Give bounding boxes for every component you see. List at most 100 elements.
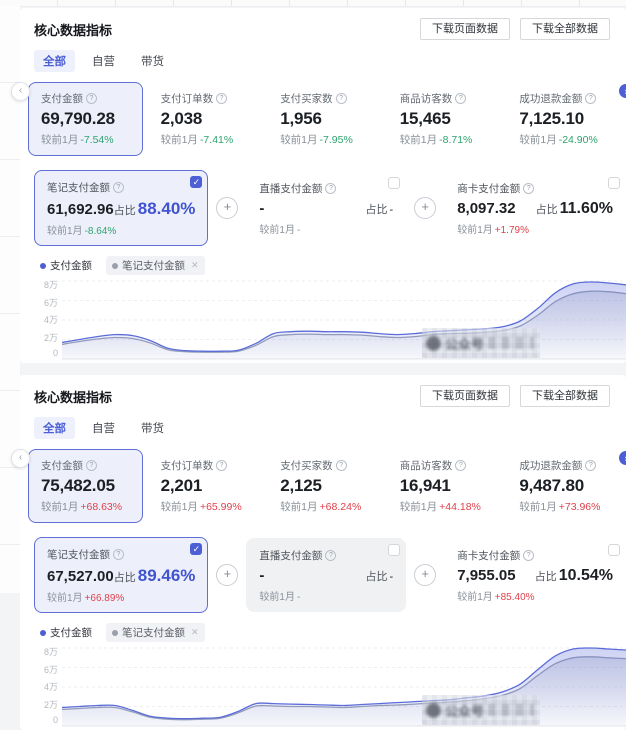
metric-value: 2,125 [280,476,322,495]
change-value: - [296,592,301,603]
info-icon[interactable]: ? [585,460,597,471]
chart-plot-area[interactable]: 公众号 [62,644,626,728]
subcard-note-payment[interactable]: ✓ 笔记支付金额? 61,692.96 占比 88.40% 较前1月 -8.64% [34,170,209,246]
ratio-label: 占比 [365,571,388,583]
metric-card-product-visitors[interactable]: 商品访客数? 16,941 较前1月 +44.18% [387,449,502,523]
info-icon[interactable]: ? [86,460,97,471]
carousel-next-button[interactable]: › [619,84,626,98]
compare-prefix: 较前1月 [399,501,438,513]
subcard-product-card-payment[interactable]: 商卡支付金额? 8,097.32 占比 11.60% 较前1月 +1.79% [444,171,626,245]
checkbox-checked-icon[interactable]: ✓ [190,543,203,555]
close-icon[interactable]: ✕ [191,627,199,637]
info-icon[interactable]: ? [325,550,337,561]
subcard-label: 商卡支付金额 [457,550,521,562]
metric-card-product-visitors[interactable]: 商品访客数? 15,465 较前1月 -8.71% [387,82,502,156]
ratio-label: 占比 [534,571,557,583]
subcard-label: 笔记支付金额 [47,549,110,561]
metric-value: 69,790.28 [41,109,115,128]
checkbox-unchecked-icon[interactable] [608,177,620,189]
info-icon[interactable]: ? [585,93,597,104]
metric-card-refund-amount[interactable]: 成功退款金额? 7,125.10 较前1月 -24.90% [506,82,621,156]
metric-card-refund-amount[interactable]: 成功退款金额? 9,487.80 较前1月 +73.96% [506,449,621,523]
legend-item-payment-amount[interactable]: 支付金额 [34,256,98,275]
subcard-value: 61,692.96 [47,201,114,218]
checkbox-unchecked-icon[interactable] [388,544,401,556]
subcard-note-payment[interactable]: ✓ 笔记支付金额? 67,527.00 占比 89.46% 较前1月 +66.89% [34,537,209,613]
ratio-label: 占比 [113,572,136,584]
watermark-logo-icon [426,335,441,351]
info-icon[interactable]: ? [455,93,467,104]
compare-prefix: 较前1月 [519,134,557,146]
subcard-label: 直播支付金额 [259,550,323,562]
info-icon[interactable]: ? [335,460,347,471]
legend-label: 支付金额 [50,260,92,272]
info-icon[interactable]: ? [216,93,228,104]
close-icon[interactable]: ✕ [191,260,199,270]
tab-self-operated[interactable]: 自营 [92,56,115,68]
subcard-live-payment[interactable]: 直播支付金额? - 占比 - 较前1月 - [246,171,406,245]
tab-all[interactable]: 全部 [34,50,75,72]
metric-label: 支付金额 [41,93,83,105]
legend-label: 笔记支付金额 [122,260,185,272]
subcard-product-card-payment[interactable]: 商卡支付金额? 7,955.05 占比 10.54% 较前1月 +85.40% [444,538,626,612]
download-all-data-button[interactable]: 下载全部数据 [520,18,610,40]
download-page-data-button[interactable]: 下载页面数据 [420,385,510,407]
info-icon[interactable]: ? [113,549,124,560]
subcard-live-payment[interactable]: 直播支付金额? - 占比 - 较前1月 - [246,538,407,612]
info-icon[interactable]: ? [325,183,337,194]
metric-card-payment-amount[interactable]: 支付金额? 69,790.28 较前1月 -7.54% [28,82,143,156]
legend-label: 笔记支付金额 [122,627,185,639]
legend-dot-icon [112,629,118,636]
subcard-value: - [259,200,265,217]
carousel-next-button[interactable]: › [619,451,626,465]
info-icon[interactable]: ? [523,550,535,561]
info-icon[interactable]: ? [523,183,535,194]
legend-item-payment-amount[interactable]: 支付金额 [34,623,98,642]
metric-card-paid-orders[interactable]: 支付订单数? 2,038 较前1月 -7.41% [148,82,263,156]
tab-self-operated[interactable]: 自营 [92,423,115,435]
watermark-logo-icon [426,702,441,718]
info-icon[interactable]: ? [455,460,467,471]
checkbox-unchecked-icon[interactable] [608,544,620,556]
download-page-data-button[interactable]: 下载页面数据 [420,18,510,40]
watermark-text: 公众号 [445,336,485,352]
metric-card-paid-buyers[interactable]: 支付买家数? 1,956 较前1月 -7.95% [267,82,382,156]
carousel-prev-button[interactable]: ‹ [11,449,30,468]
metric-label: 成功退款金额 [519,460,583,472]
metric-card-payment-amount[interactable]: 支付金额? 75,482.05 较前1月 +68.63% [28,449,143,523]
change-value: +68.63% [80,501,123,513]
compare-prefix: 较前1月 [519,501,557,513]
ratio-value: 89.46% [137,566,196,585]
tab-all[interactable]: 全部 [34,417,75,439]
tab-affiliate[interactable]: 带货 [141,56,164,68]
legend-item-note-payment-amount[interactable]: 笔记支付金额 ✕ [106,623,205,642]
subcard-value: 8,097.32 [457,200,516,217]
metric-value: 9,487.80 [519,476,584,495]
checkbox-unchecked-icon[interactable] [388,177,401,189]
scope-tabs: 全部 自营 带货 [34,417,626,439]
change-value: -8.64% [84,226,117,237]
info-icon[interactable]: ? [86,93,97,104]
compare-prefix: 较前1月 [41,134,79,146]
legend-item-note-payment-amount[interactable]: 笔记支付金额 ✕ [106,256,205,275]
download-all-data-button[interactable]: 下载全部数据 [520,385,610,407]
tab-affiliate[interactable]: 带货 [141,423,164,435]
carousel-prev-button[interactable]: ‹ [11,82,30,101]
info-icon[interactable]: ? [113,182,124,193]
metric-value: 15,465 [399,109,451,128]
legend-dot-icon [40,629,46,636]
info-icon[interactable]: ? [216,460,228,471]
metric-value: 7,125.10 [519,109,584,128]
checkbox-checked-icon[interactable]: ✓ [190,176,203,188]
subcard-value: - [259,567,265,584]
metric-card-paid-buyers[interactable]: 支付买家数? 2,125 较前1月 +68.24% [267,449,382,523]
metric-value: 75,482.05 [41,476,115,495]
ratio-value: 88.40% [137,199,196,218]
chart-plot-area[interactable]: 公众号 [62,277,626,361]
change-value: +68.24% [319,501,362,513]
plus-icon: + [216,197,239,219]
compare-prefix: 较前1月 [47,226,83,237]
metric-cards-row: 支付金额? 69,790.28 较前1月 -7.54% 支付订单数? 2,038 … [28,82,626,156]
metric-card-paid-orders[interactable]: 支付订单数? 2,201 较前1月 +65.99% [148,449,263,523]
info-icon[interactable]: ? [335,93,347,104]
